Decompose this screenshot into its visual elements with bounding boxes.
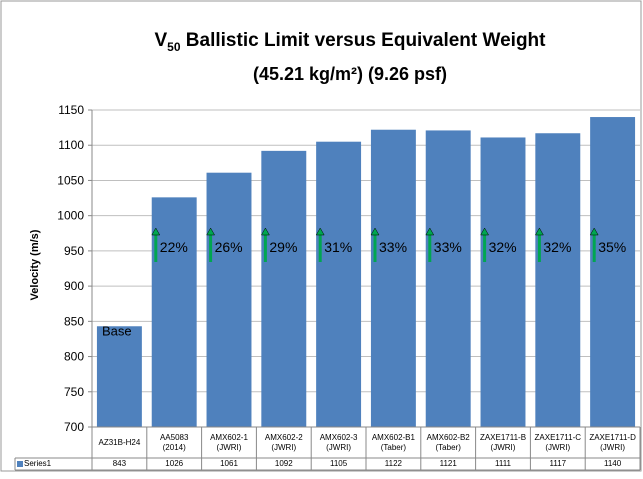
title-main: V: [154, 30, 167, 51]
arrow-head: [206, 227, 216, 236]
chart-subtitle: (45.21 kg/m²) (9.26 psf): [253, 64, 447, 84]
table-value: 1092: [274, 459, 293, 468]
y-tick-label: 1000: [57, 209, 84, 223]
y-tick-label: 850: [64, 314, 84, 328]
bar: [206, 172, 252, 427]
table-value: 1061: [220, 459, 238, 468]
annotation: 33%: [379, 239, 407, 255]
y-tick-label: 750: [64, 385, 84, 399]
x-tick-label: AA5083 (2014): [159, 432, 189, 452]
y-tick-label: 1100: [58, 138, 84, 152]
bar: [425, 130, 471, 427]
title-sub: 50: [167, 40, 181, 54]
bar: [480, 137, 526, 427]
bar: [261, 150, 307, 427]
chart-title: V50 Ballistic Limit versus Equivalent We…: [154, 30, 546, 54]
legend-swatch: [17, 461, 23, 467]
arrow-head: [534, 227, 544, 236]
table-value: 1121: [439, 459, 457, 468]
bar: [151, 197, 197, 427]
bar: [535, 133, 581, 427]
x-tick-label: AMX602-B2 (Taber): [426, 432, 470, 452]
annotation: 33%: [434, 239, 462, 255]
x-tick-label: AZ31B-H24: [98, 437, 141, 447]
annotation: Base: [102, 323, 132, 338]
x-tick-label: AMX602-1 (JWRI): [210, 432, 248, 452]
annotation: 32%: [543, 239, 571, 255]
x-tick-label: AMX602-B1 (Taber): [371, 432, 415, 452]
y-tick-label: 800: [64, 350, 84, 364]
y-tick-label: 1150: [58, 103, 84, 117]
title-rest: Ballistic Limit versus Equivalent Weight: [181, 30, 547, 51]
x-tick-label: AMX602-2 (JWRI): [264, 432, 303, 452]
legend-label: Series1: [24, 459, 52, 468]
x-tick-label: AMX602-3 (JWRI): [319, 432, 358, 452]
table-value: 1117: [549, 459, 567, 468]
arrow-head: [151, 227, 161, 236]
x-tick-label: ZAXE1711-B (JWRI): [479, 432, 527, 452]
annotation: 29%: [269, 239, 297, 255]
annotation: 31%: [324, 239, 352, 255]
y-tick-label: 700: [64, 420, 84, 434]
annotation: 35%: [598, 239, 626, 255]
annotation: 26%: [215, 239, 243, 255]
y-axis-label: Velocity (m/s): [29, 229, 41, 300]
arrow-head: [480, 227, 490, 236]
arrow-head: [315, 227, 325, 236]
y-tick-label: 950: [64, 244, 84, 258]
table-value: 1122: [384, 459, 402, 468]
bar: [96, 326, 142, 427]
table-value: 843: [112, 459, 127, 468]
arrow-head: [370, 227, 380, 236]
arrow-head: [425, 227, 435, 236]
bar: [370, 129, 416, 428]
x-tick-label: ZAXE1711-D (JWRI): [589, 432, 636, 452]
table-value: 1105: [329, 459, 348, 468]
bar: [590, 117, 636, 428]
table-value: 1140: [603, 459, 622, 468]
arrow-head: [589, 227, 599, 236]
annotation: 32%: [489, 239, 517, 255]
y-tick-label: 1050: [57, 173, 84, 187]
x-tick-label: ZAXE1711-C (JWRI): [534, 432, 582, 452]
bar: [316, 141, 362, 427]
y-tick-label: 900: [64, 279, 84, 293]
table-value: 1111: [494, 459, 511, 468]
annotation: 22%: [160, 239, 188, 255]
table-value: 1026: [165, 459, 184, 468]
arrow-head: [260, 227, 270, 236]
